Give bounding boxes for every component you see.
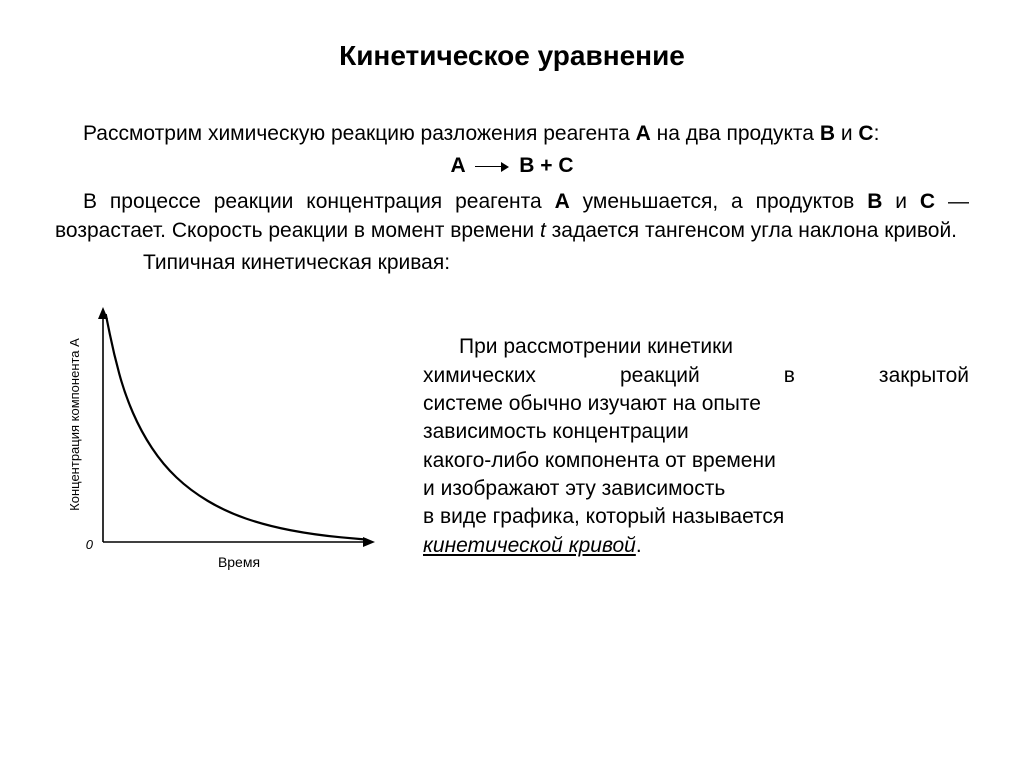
bold: С (858, 122, 873, 145)
desc-line: При рассмотрении кинетики (423, 333, 969, 361)
text: . (636, 534, 642, 557)
desc-line: химических реакций в закрытой (423, 362, 969, 390)
page-title: Кинетическое уравнение (55, 40, 969, 72)
desc-line: зависимость концентрации (423, 418, 969, 446)
text: В процессе реакции концентрация реагента (83, 190, 555, 213)
text: задается тангенсом угла наклона кривой. (546, 219, 957, 242)
bold: А (636, 122, 651, 145)
paragraph-1: Рассмотрим химическую реакцию разложения… (55, 120, 969, 148)
bold: В (820, 122, 835, 145)
desc-line: и изображают эту зависимость (423, 475, 969, 503)
bold: В (867, 190, 882, 213)
svg-text:0: 0 (86, 537, 94, 552)
arrow-icon (475, 162, 509, 172)
equation-lhs: А (450, 154, 465, 177)
desc-line: системе обычно изучают на опыте (423, 390, 969, 418)
text: и (835, 122, 858, 145)
paragraph-2: В процессе реакции концентрация реагента… (55, 188, 969, 245)
content-row: 0 Время Концентрация компонента А При расс… (55, 297, 969, 587)
svg-text:Концентрация компонента А: Концентрация компонента А (67, 338, 82, 511)
equation: А В + С (55, 154, 969, 178)
kinetic-curve-chart: 0 Время Концентрация компонента А (55, 297, 395, 587)
text: и (882, 190, 920, 213)
text: на два продукта (651, 122, 820, 145)
description-block: При рассмотрении кинетики химических реа… (395, 297, 969, 560)
desc-line: кинетической кривой. (423, 532, 969, 560)
text: Рассмотрим химическую реакцию разложения… (83, 122, 636, 145)
svg-text:Время: Время (218, 554, 260, 570)
desc-line: какого-либо компонента от времени (423, 447, 969, 475)
text: уменьшается, а продуктов (570, 190, 867, 213)
bold: С (920, 190, 935, 213)
bold: А (555, 190, 570, 213)
desc-line: в виде графика, который называется (423, 503, 969, 531)
equation-rhs: В + С (519, 154, 573, 177)
term: кинетической кривой (423, 534, 636, 557)
text: : (874, 122, 880, 145)
paragraph-3: Типичная кинетическая кривая: (55, 249, 969, 277)
